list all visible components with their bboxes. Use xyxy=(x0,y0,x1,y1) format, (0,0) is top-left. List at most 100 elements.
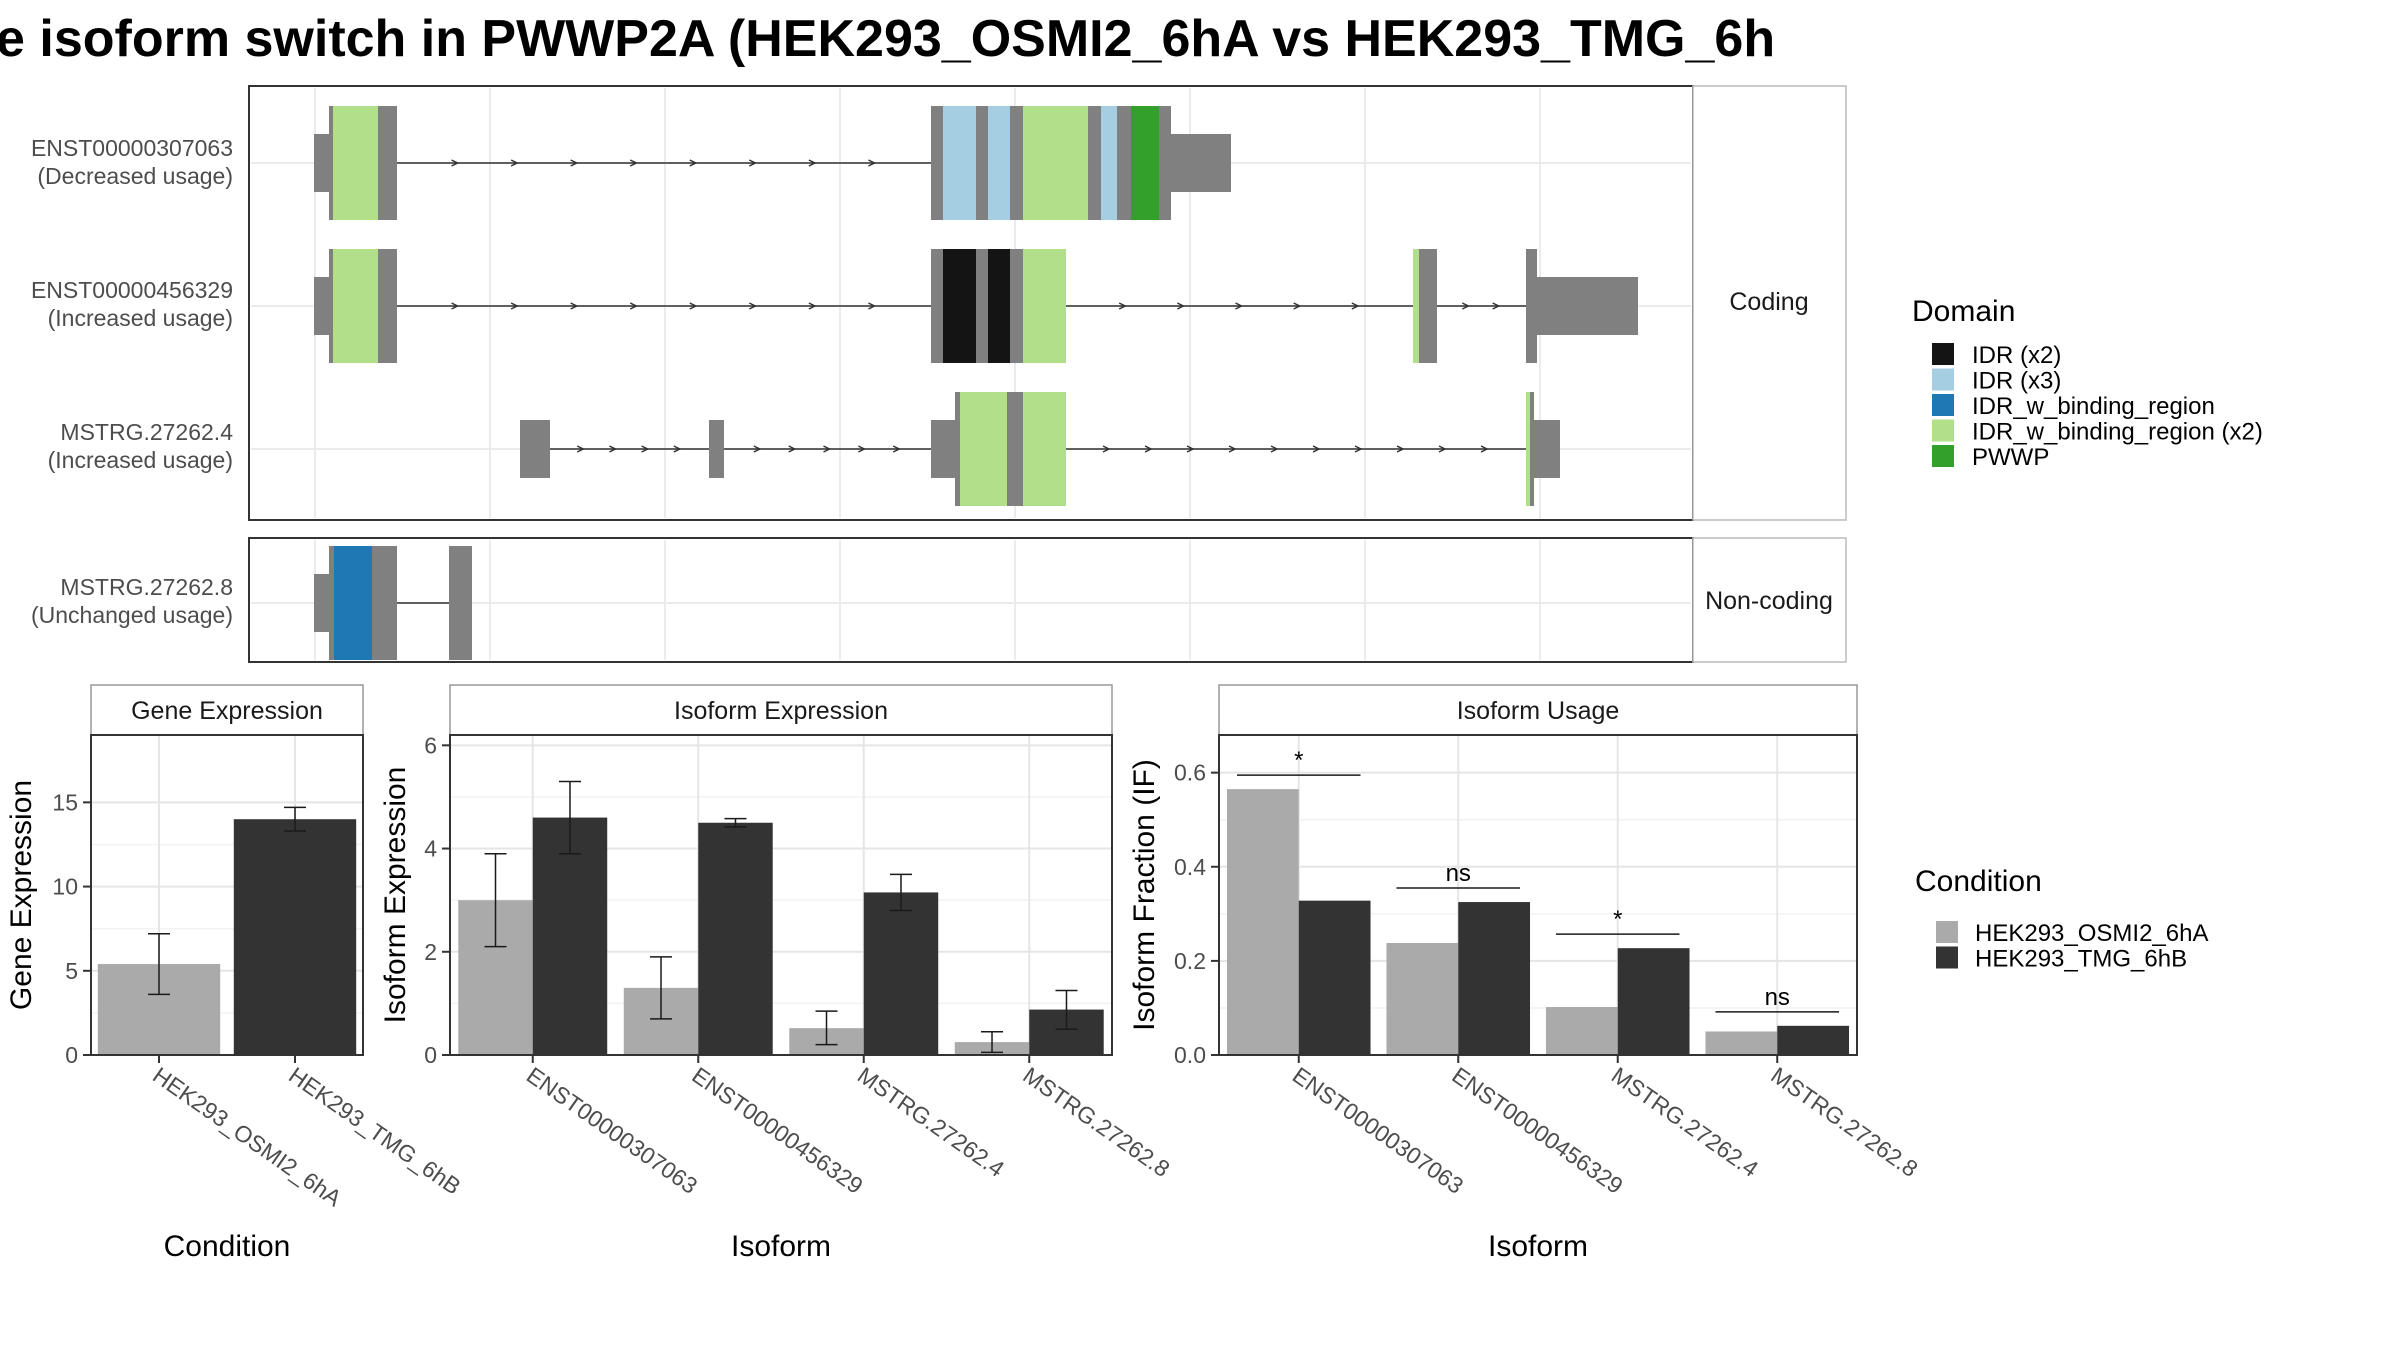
figure-title: e isoform switch in PWWP2A (HEK293_OSMI2… xyxy=(0,10,1775,68)
legend-swatch xyxy=(1936,946,1958,969)
legend-swatch xyxy=(1936,921,1958,943)
panel-strip-title: Isoform Expression xyxy=(674,697,888,725)
intron-arrow xyxy=(641,445,650,453)
intron-arrow xyxy=(868,302,877,310)
isoform-label-id: ENST00000307063 xyxy=(31,135,233,161)
plot-frame xyxy=(1218,734,1858,1056)
bar xyxy=(233,819,357,1055)
y-axis-title: Isoform Fraction (IF) xyxy=(1128,759,1161,1031)
x-tick-label: MSTRG.27262.8 xyxy=(1766,1062,1922,1182)
condition-legend-title: Condition xyxy=(1915,865,2042,898)
bar xyxy=(698,822,773,1055)
intron-arrow xyxy=(451,302,460,310)
domain-pwwp xyxy=(1131,106,1159,220)
intron-arrow xyxy=(1102,445,1111,453)
intron-arrow xyxy=(570,302,579,310)
intron-arrow xyxy=(1354,445,1363,453)
significance-label: * xyxy=(1613,906,1622,933)
intron-arrow xyxy=(1186,445,1195,453)
legend-swatch xyxy=(1932,343,1954,365)
isoform-label-id: MSTRG.27262.4 xyxy=(60,419,233,445)
intron-arrow xyxy=(609,445,618,453)
intron-arrow xyxy=(748,302,758,310)
plot-frame xyxy=(90,734,364,1056)
bar xyxy=(1298,900,1371,1055)
y-tick-label: 0 xyxy=(65,1042,78,1068)
intron-arrow xyxy=(748,159,758,167)
bar xyxy=(1545,1007,1618,1055)
intron-arrow xyxy=(673,445,682,453)
intron-arrow xyxy=(510,159,519,167)
intron-arrow xyxy=(510,302,519,310)
utr-block xyxy=(520,420,550,478)
intron-arrow xyxy=(1461,302,1471,310)
domain-idr-w-binding-region-x2 xyxy=(1023,249,1066,363)
utr-block xyxy=(314,574,331,632)
x-tick-label: MSTRG.27262.4 xyxy=(853,1062,1009,1182)
intron-arrow xyxy=(1176,302,1186,310)
intron-arrow xyxy=(808,302,817,310)
coding-strip-label: Coding xyxy=(1729,288,1808,316)
y-tick-label: 2 xyxy=(424,939,437,965)
intron-arrow xyxy=(753,445,762,453)
intron-arrow xyxy=(1235,302,1244,310)
bar xyxy=(1226,789,1299,1055)
intron-arrow xyxy=(1144,445,1153,453)
intron-arrow xyxy=(1228,445,1237,453)
domain-idr-x3 xyxy=(988,106,1010,220)
noncoding-strip-label: Non-coding xyxy=(1705,587,1833,615)
intron-arrow xyxy=(1396,445,1405,453)
coding-strip xyxy=(1692,85,1847,521)
legend-swatch xyxy=(1932,419,1954,442)
isoform-label-status: (Increased usage) xyxy=(48,447,233,473)
significance-label: ns xyxy=(1446,860,1471,887)
bar xyxy=(1705,1031,1778,1055)
intron-arrow xyxy=(857,445,867,453)
y-tick-label: 0.0 xyxy=(1174,1042,1206,1068)
intron-arrow xyxy=(1480,445,1489,453)
intron-arrow xyxy=(576,445,585,453)
utr-block xyxy=(1535,277,1638,335)
y-tick-label: 0 xyxy=(424,1042,437,1068)
legend-swatch xyxy=(1932,394,1954,416)
intron-arrow xyxy=(629,302,638,310)
bar xyxy=(1458,902,1531,1055)
intron-arrow xyxy=(689,302,698,310)
y-tick-label: 0.2 xyxy=(1174,948,1206,974)
intron-arrow xyxy=(788,445,797,453)
intron-arrow xyxy=(570,159,579,167)
legend-label: IDR (x3) xyxy=(1972,368,2061,395)
legend-swatch xyxy=(1932,445,1954,467)
domain-idr-x3 xyxy=(943,106,976,220)
intron-arrow xyxy=(808,159,817,167)
domain-idr-w-binding-region-x2 xyxy=(960,392,1007,506)
significance-label: * xyxy=(1294,747,1303,774)
intron-arrow xyxy=(1118,302,1127,310)
bar xyxy=(863,892,939,1055)
domain-idr-x2 xyxy=(988,249,1010,363)
panel-strip-title: Gene Expression xyxy=(131,697,323,725)
x-tick-label: ENST00000307063 xyxy=(522,1062,702,1199)
utr-block xyxy=(314,134,331,192)
intron-arrow xyxy=(1270,445,1279,453)
domain-legend: Domain IDR (x2)IDR (x3)IDR_w_binding_reg… xyxy=(1912,295,2263,471)
intron-arrow xyxy=(451,159,460,167)
y-tick-label: 15 xyxy=(52,789,78,815)
y-axis-title: Isoform Expression xyxy=(379,767,412,1024)
x-tick-label: ENST00000307063 xyxy=(1288,1062,1468,1199)
x-tick-label: ENST00000456329 xyxy=(687,1062,867,1199)
domain-idr-w-binding-region-x2 xyxy=(1023,392,1066,506)
intron-arrow xyxy=(1438,445,1447,453)
y-tick-label: 10 xyxy=(52,874,78,900)
significance-label: ns xyxy=(1765,984,1790,1011)
intron-arrow xyxy=(629,159,638,167)
intron-arrow xyxy=(1293,302,1302,310)
utr-block xyxy=(709,420,724,478)
plot-frame xyxy=(449,734,1113,1056)
panel-strip xyxy=(449,684,1113,736)
legend-label: IDR_w_binding_region xyxy=(1972,393,2215,420)
y-tick-label: 6 xyxy=(424,732,437,758)
intron-arrow xyxy=(689,159,698,167)
isoform-label-status: (Decreased usage) xyxy=(37,163,233,189)
